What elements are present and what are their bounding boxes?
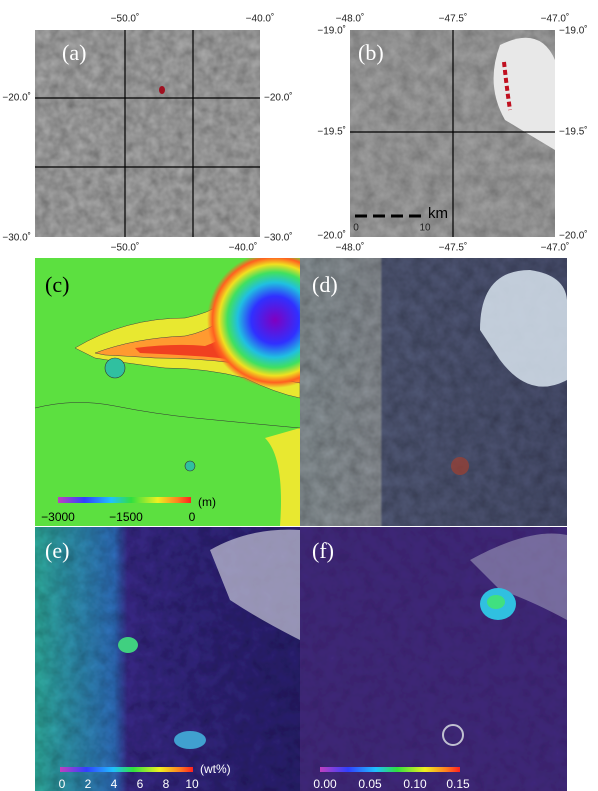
tick-label: −19.0˚ (559, 25, 588, 37)
tick-label: −50.0˚ (111, 13, 140, 25)
colorbar-label: 2 (85, 777, 92, 791)
scale-unit: km (428, 205, 448, 222)
tick-label: −47.5˚ (439, 242, 468, 254)
tick-label: −47.0˚ (541, 242, 570, 254)
colorbar-label: 0.10 (403, 777, 427, 791)
colorbar-label: 4 (111, 777, 118, 791)
panel-label: (e) (45, 538, 69, 563)
panel-label: (c) (45, 272, 69, 297)
colorbar-label: 0 (59, 777, 66, 791)
site-marker (159, 86, 165, 94)
tick-label: −20.0˚ (264, 92, 293, 104)
tick-label: −19.5˚ (559, 126, 588, 138)
elevation-map (35, 252, 343, 526)
colorbar-label: 0.00 (313, 777, 337, 791)
colorbar-label: 0.15 (446, 777, 470, 791)
panel-a: (a) −50.0˚ −40.0˚ −20.0˚ −30.0˚ −20.0˚ −… (2, 13, 292, 254)
tick-label: −47.0˚ (541, 13, 570, 25)
colorbar-label: 10 (185, 777, 199, 791)
figure: (a) −50.0˚ −40.0˚ −20.0˚ −30.0˚ −20.0˚ −… (0, 0, 598, 791)
panel-d: (d) (300, 258, 567, 526)
tick-label: −48.0˚ (336, 242, 365, 254)
anomaly (487, 595, 505, 609)
panel-label: (f) (312, 538, 334, 563)
colorbar-label: 0.05 (358, 777, 382, 791)
tick-label: −30.0˚ (264, 232, 293, 244)
colorbar-unit: (wt%) (200, 762, 231, 776)
tick-label: −20.0˚ (559, 230, 588, 242)
panel-label: (b) (358, 40, 384, 65)
panel-label: (a) (62, 40, 86, 65)
tick-label: −40.0˚ (246, 13, 275, 25)
colorbar-unit: (m) (198, 495, 216, 509)
colorbar (58, 497, 191, 503)
tick-label: −19.5˚ (317, 126, 346, 138)
tick-label: −20.0˚ (317, 230, 346, 242)
colorbar-label: 8 (163, 777, 170, 791)
tick-label: −48.0˚ (336, 13, 365, 25)
colorbar (320, 767, 460, 772)
colorbar-label: −3000 (41, 510, 75, 524)
colorbar-label: −1500 (109, 510, 143, 524)
panel-c: (c) −3000 −1500 0 (m) (35, 252, 343, 526)
scale-label: 0 (353, 223, 359, 234)
anomaly (118, 637, 138, 653)
crater (451, 457, 469, 475)
panel-b: (b) km 0 10 −48.0˚ −47.5˚ −47.0˚ −19.0˚ … (317, 13, 587, 254)
tick-label: −19.0˚ (317, 25, 346, 37)
panel-label: (d) (312, 272, 338, 297)
colorbar-label: 6 (137, 777, 144, 791)
anomaly (174, 731, 206, 749)
tick-label: −50.0˚ (111, 242, 140, 254)
tick-label: −40.0˚ (229, 242, 258, 254)
panel-e: (e) 0 2 4 6 8 10 (wt%) (35, 527, 300, 791)
tick-label: −20.0˚ (2, 92, 31, 104)
colorbar (60, 767, 193, 772)
tick-label: −30.0˚ (2, 232, 31, 244)
scale-label: 10 (419, 223, 431, 234)
panel-f: (f) 0.00 0.05 0.10 0.15 (300, 527, 567, 791)
colorbar-label: 0 (189, 510, 196, 524)
tick-label: −47.5˚ (439, 13, 468, 25)
